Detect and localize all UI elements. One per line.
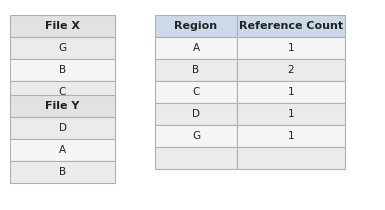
Text: 2: 2 [288, 65, 294, 75]
Text: File Y: File Y [45, 101, 80, 111]
Text: 1: 1 [288, 87, 294, 97]
Text: G: G [192, 131, 200, 141]
Text: B: B [192, 65, 199, 75]
Text: File X: File X [45, 21, 80, 31]
Bar [10, 59, 115, 81]
Bar [237, 37, 345, 59]
Text: C: C [192, 87, 200, 97]
Bar [10, 15, 115, 37]
Text: 1: 1 [288, 131, 294, 141]
Bar [237, 81, 345, 103]
Text: B: B [59, 167, 66, 177]
Bar [10, 161, 115, 183]
Bar [237, 147, 345, 169]
Text: 1: 1 [288, 43, 294, 53]
Bar [237, 125, 345, 147]
Bar [237, 15, 345, 37]
Text: C: C [59, 87, 66, 97]
Text: D: D [192, 109, 200, 119]
Text: 1: 1 [288, 109, 294, 119]
Bar [237, 103, 345, 125]
Bar [237, 59, 345, 81]
Bar [10, 95, 115, 117]
Bar [155, 103, 237, 125]
Bar [155, 125, 237, 147]
Bar [155, 37, 237, 59]
Bar [155, 147, 237, 169]
Text: A: A [192, 43, 199, 53]
Text: B: B [59, 65, 66, 75]
Bar [155, 15, 237, 37]
Text: G: G [59, 43, 67, 53]
Bar [10, 81, 115, 103]
Bar [155, 81, 237, 103]
Text: A: A [59, 145, 66, 155]
Bar [10, 37, 115, 59]
Bar [10, 139, 115, 161]
Text: Region: Region [174, 21, 218, 31]
Bar [10, 117, 115, 139]
Bar [155, 59, 237, 81]
Text: Reference Count: Reference Count [239, 21, 343, 31]
Text: D: D [59, 123, 67, 133]
